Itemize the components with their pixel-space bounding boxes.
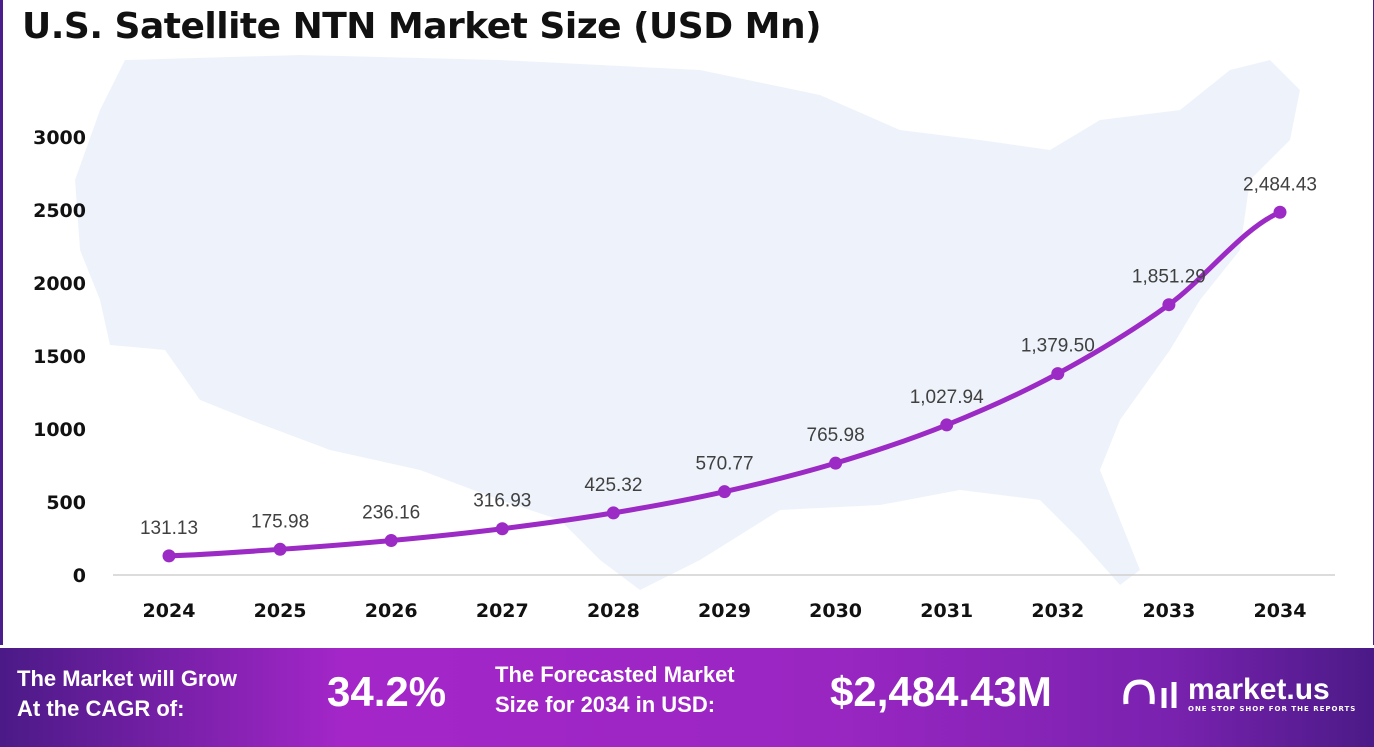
x-tick-label: 2028 — [587, 600, 640, 622]
y-tick-label: 2000 — [33, 273, 86, 295]
x-tick-label: 2024 — [143, 600, 196, 622]
x-tick-label: 2027 — [476, 600, 529, 622]
data-label: 1,851.29 — [1132, 267, 1206, 288]
data-point — [162, 549, 176, 563]
data-label: 316.93 — [473, 491, 531, 512]
data-label: 175.98 — [251, 511, 309, 532]
forecast-label: The Forecasted Market Size for 2034 in US… — [495, 662, 735, 717]
data-label: 2,484.43 — [1243, 174, 1317, 195]
data-label: 131.13 — [140, 518, 198, 539]
y-tick-label: 0 — [73, 565, 86, 587]
logo-icon — [1123, 679, 1177, 708]
data-label: 765.98 — [807, 425, 865, 446]
data-point — [273, 542, 287, 556]
x-tick-label: 2033 — [1142, 600, 1195, 622]
line-chart: 0 500 1000 1500 2000 2500 3000 2024 2025 2026 2027… — [33, 55, 1335, 622]
data-point — [384, 534, 398, 548]
summary-banner: The Market will Grow At the CAGR of: 34.2… — [0, 648, 1374, 747]
data-point — [1051, 367, 1065, 381]
chart-title: U.S. Satellite NTN Market Size (USD Mn) — [22, 6, 822, 47]
series-line — [168, 209, 1281, 559]
forecast-value: $2,484.43M — [830, 668, 1052, 715]
cagr-value: 34.2% — [327, 668, 447, 715]
data-label: 570.77 — [695, 454, 753, 475]
data-point — [718, 485, 731, 499]
y-tick-label: 3000 — [33, 127, 86, 149]
x-tick-label: 2030 — [809, 600, 862, 622]
us-map-background — [75, 55, 1300, 590]
data-point — [829, 456, 843, 470]
data-point — [495, 522, 509, 536]
data-label: 425.32 — [584, 475, 642, 496]
x-tick-label: 2026 — [365, 600, 418, 622]
data-label: 236.16 — [362, 503, 420, 524]
data-label: 1,027.94 — [910, 387, 984, 408]
data-point — [940, 418, 954, 432]
data-point — [606, 506, 620, 520]
y-tick-label: 500 — [46, 492, 86, 514]
market-us-logo: market.us ONE STOP SHOP FOR THE REPORTS — [1120, 674, 1356, 714]
cagr-label: The Market will Grow At the CAGR of: — [17, 666, 238, 721]
x-tick-label: 2032 — [1031, 600, 1084, 622]
data-label: 1,379.50 — [1021, 336, 1095, 357]
y-tick-label: 1000 — [33, 419, 86, 441]
x-tick-label: 2029 — [698, 600, 751, 622]
x-tick-label: 2031 — [920, 600, 973, 622]
y-tick-label: 2500 — [33, 200, 86, 222]
data-point — [1162, 298, 1176, 312]
y-tick-label: 1500 — [33, 346, 86, 368]
x-tick-label: 2034 — [1254, 600, 1307, 622]
data-point — [1273, 205, 1287, 219]
x-tick-label: 2025 — [254, 600, 307, 622]
